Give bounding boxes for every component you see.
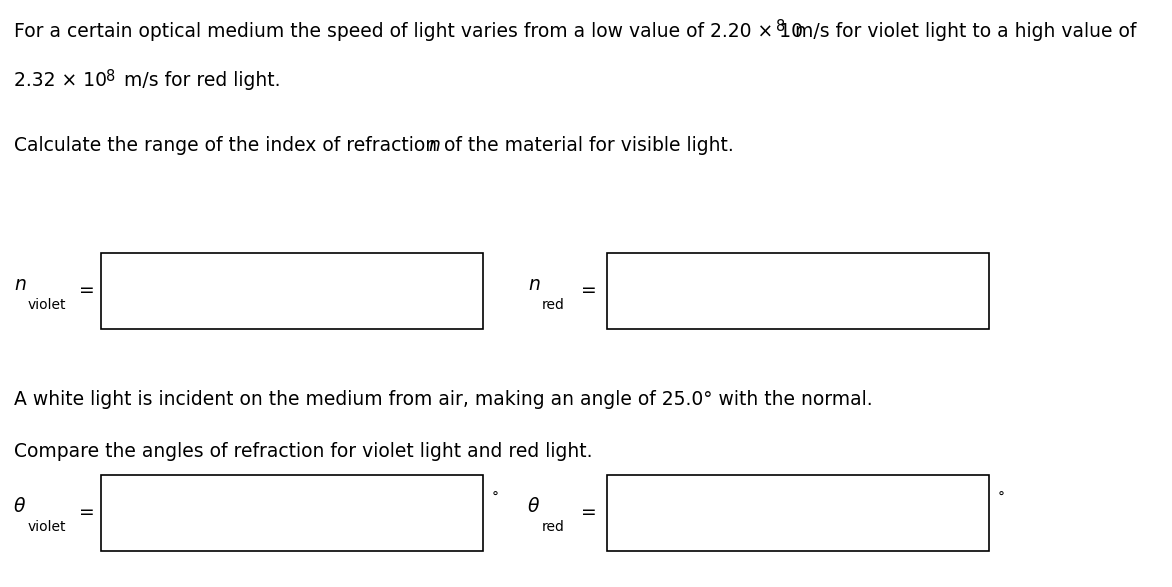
Text: 2.32 × 10: 2.32 × 10	[14, 72, 107, 90]
Text: m/s for violet light to a high value of: m/s for violet light to a high value of	[789, 22, 1136, 41]
Text: For a certain optical medium the speed of light varies from a low value of 2.20 : For a certain optical medium the speed o…	[14, 22, 803, 41]
Text: violet: violet	[28, 298, 66, 312]
Text: red: red	[541, 520, 565, 534]
Text: =: =	[575, 281, 597, 300]
Text: θ: θ	[529, 497, 539, 516]
Text: red: red	[541, 298, 565, 312]
Text: °: °	[997, 491, 1004, 505]
Text: Compare the angles of refraction for violet light and red light.: Compare the angles of refraction for vio…	[14, 443, 593, 461]
FancyBboxPatch shape	[101, 252, 483, 329]
Text: n: n	[529, 275, 540, 294]
Text: Calculate the range of the index of refraction: Calculate the range of the index of refr…	[14, 136, 443, 155]
FancyBboxPatch shape	[607, 475, 989, 551]
Text: A white light is incident on the medium from air, making an angle of 25.0° with : A white light is incident on the medium …	[14, 390, 873, 409]
Text: n: n	[429, 136, 441, 155]
Text: 8: 8	[107, 69, 115, 83]
Text: violet: violet	[28, 520, 66, 534]
Text: θ: θ	[14, 497, 26, 516]
Text: m/s for red light.: m/s for red light.	[117, 72, 280, 90]
Text: n: n	[14, 275, 26, 294]
FancyBboxPatch shape	[101, 475, 483, 551]
Text: 8: 8	[776, 19, 785, 34]
Text: =: =	[73, 281, 94, 300]
Text: °: °	[491, 491, 498, 505]
Text: =: =	[73, 503, 94, 522]
Text: of the material for visible light.: of the material for visible light.	[438, 136, 734, 155]
FancyBboxPatch shape	[607, 252, 989, 329]
Text: =: =	[575, 503, 597, 522]
